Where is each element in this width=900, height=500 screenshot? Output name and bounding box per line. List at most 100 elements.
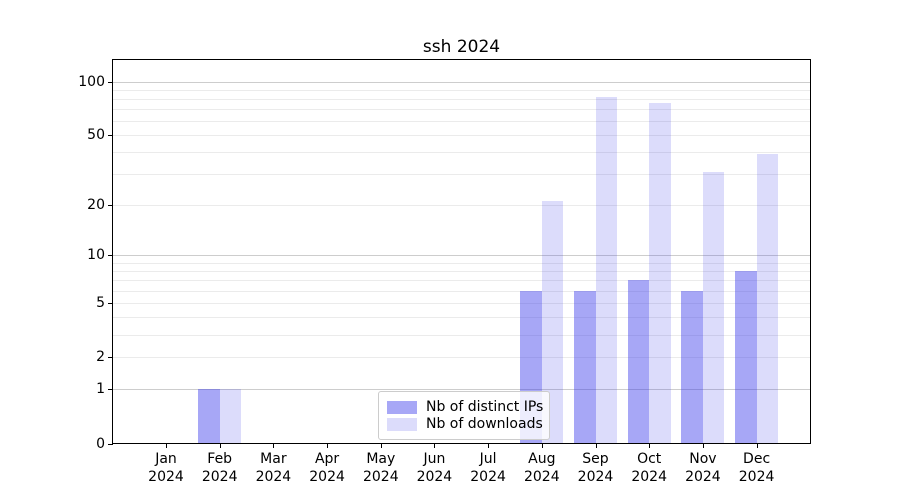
x-label-year: 2024: [309, 469, 345, 485]
y-tick-mark: [108, 135, 113, 137]
x-tick-mark: [541, 443, 543, 448]
x-label-month: Aug: [528, 451, 556, 467]
y-tick-mark: [108, 81, 113, 83]
legend-swatch-downloads: [387, 417, 417, 431]
plot-area: [112, 59, 811, 444]
gridline-minor: [113, 152, 810, 154]
x-tick-mark: [380, 443, 382, 448]
x-tick-mark: [327, 443, 329, 448]
x-tick-label-oct: Oct 2024: [617, 450, 681, 486]
bar-downloads-dec: [756, 154, 779, 444]
y-tick-label: 0: [96, 435, 105, 452]
bar-distinct-ips-sep: [574, 290, 596, 444]
gridline-minor: [113, 271, 810, 273]
x-label-year: 2024: [738, 469, 775, 485]
gridline-minor: [113, 280, 810, 282]
x-tick-label-mar: Mar 2024: [241, 450, 305, 486]
gridline-minor: [113, 303, 810, 304]
x-tick-mark: [434, 443, 436, 448]
bar-downloads-feb: [219, 389, 242, 444]
y-tick-label: 20: [87, 196, 105, 213]
y-tick-label: 2: [96, 349, 105, 366]
x-tick-label-jun: Jun 2024: [402, 450, 466, 486]
x-label-year: 2024: [201, 469, 238, 485]
x-label-month: Oct: [637, 451, 662, 467]
x-tick-label-apr: Apr 2024: [295, 450, 359, 486]
y-tick-mark: [108, 204, 113, 206]
legend-swatch-distinct-ips: [387, 400, 417, 414]
y-tick-label: 50: [87, 127, 105, 144]
x-tick-label-nov: Nov 2024: [671, 450, 735, 486]
bar-downloads-nov: [702, 171, 725, 444]
legend-item-distinct-ips: Nb of distinct IPs: [387, 399, 544, 415]
x-label-year: 2024: [470, 469, 506, 485]
bar-downloads-aug: [541, 201, 564, 444]
x-tick-mark: [649, 443, 651, 448]
legend: Nb of distinct IPs Nb of downloads: [378, 391, 550, 440]
gridline-minor: [113, 109, 810, 111]
x-tick-label-feb: Feb 2024: [188, 450, 252, 486]
gridline-major: [113, 81, 810, 83]
x-label-month: Dec: [743, 451, 771, 467]
x-tick-mark: [219, 443, 221, 448]
x-label-year: 2024: [148, 469, 184, 485]
gridline-minor: [113, 317, 810, 319]
y-tick-label: 100: [78, 73, 105, 90]
bar-downloads-oct: [649, 102, 671, 444]
y-tick-mark: [108, 443, 113, 445]
x-label-month: May: [366, 451, 396, 467]
gridline-minor: [113, 204, 810, 206]
bar-distinct-ips-oct: [627, 280, 650, 444]
x-tick-label-dec: Dec 2024: [725, 450, 789, 486]
y-tick-label: 1: [96, 381, 105, 398]
legend-item-downloads: Nb of downloads: [387, 416, 543, 432]
x-tick-label-jan: Jan 2024: [134, 450, 198, 486]
bar-distinct-ips-dec: [735, 271, 757, 444]
x-label-month: Mar: [260, 451, 287, 467]
x-label-year: 2024: [577, 469, 614, 485]
y-tick-mark: [108, 303, 113, 304]
bar-downloads-sep: [595, 96, 617, 444]
bar-distinct-ips-feb: [198, 389, 220, 444]
x-label-year: 2024: [631, 469, 667, 485]
y-tick-mark: [108, 357, 113, 359]
gridline-minor: [113, 334, 810, 336]
bar-distinct-ips-nov: [681, 290, 703, 444]
chart-title: ssh 2024: [422, 37, 501, 57]
x-label-year: 2024: [416, 469, 453, 485]
x-label-month: Apr: [314, 451, 340, 467]
x-tick-mark: [273, 443, 275, 448]
x-tick-label-may: May 2024: [349, 450, 413, 486]
x-tick-mark: [488, 443, 490, 448]
x-tick-mark: [756, 443, 758, 448]
y-tick-mark: [108, 255, 113, 257]
gridline-minor: [113, 290, 810, 292]
x-tick-label-sep: Sep 2024: [564, 450, 628, 486]
x-label-month: Nov: [689, 451, 717, 467]
gridline-major: [113, 255, 810, 257]
gridline-minor: [113, 262, 810, 264]
x-tick-mark: [166, 443, 167, 448]
y-tick-label: 5: [96, 295, 105, 311]
x-label-month: Feb: [207, 451, 233, 467]
x-tick-label-jul: Jul 2024: [456, 450, 520, 486]
gridline-major: [113, 389, 810, 391]
x-tick-mark: [702, 443, 704, 448]
x-tick-label-aug: Aug 2024: [510, 450, 574, 486]
legend-label-distinct-ips: Nb of distinct IPs: [426, 399, 544, 415]
x-label-month: Jan: [155, 451, 177, 467]
gridline-minor: [113, 89, 810, 91]
gridline-minor: [113, 357, 810, 359]
gridline-minor: [113, 98, 810, 100]
gridline-minor: [113, 135, 810, 137]
x-label-year: 2024: [523, 469, 560, 485]
x-label-year: 2024: [685, 469, 721, 485]
y-tick-label: 10: [87, 247, 105, 264]
legend-label-downloads: Nb of downloads: [426, 416, 543, 432]
x-label-month: Jun: [423, 451, 446, 467]
x-label-year: 2024: [255, 469, 292, 485]
x-label-year: 2024: [362, 469, 399, 485]
x-tick-mark: [595, 443, 597, 448]
gridline-minor: [113, 121, 810, 123]
